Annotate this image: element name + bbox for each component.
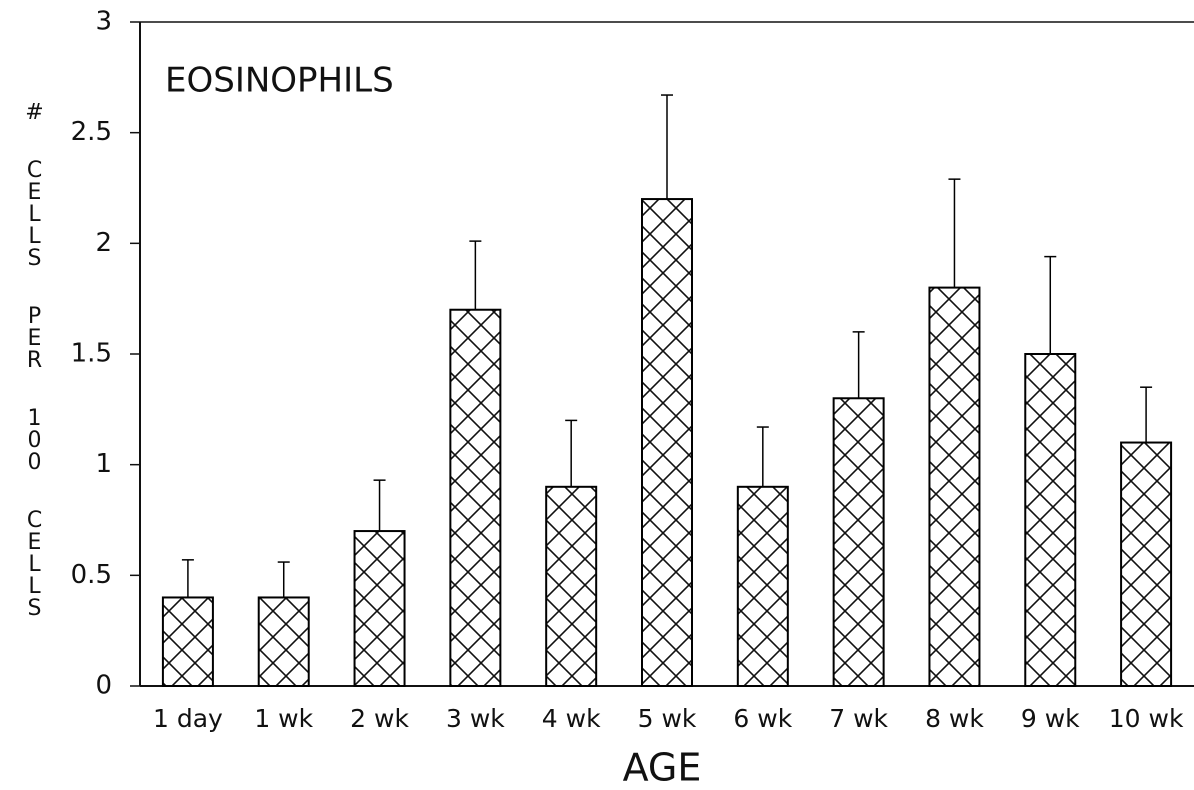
x-tick-label: 8 wk: [925, 704, 984, 733]
x-tick-label: 5 wk: [638, 704, 697, 733]
y-axis-label: # CELLS PER 100 CELLS: [22, 100, 47, 618]
bar: [641, 198, 693, 687]
bar: [257, 596, 310, 688]
y-tick-label: 1: [95, 449, 112, 479]
x-tick-label: 1 day: [153, 704, 223, 733]
bar: [1024, 353, 1077, 687]
x-tick-label: 2 wk: [350, 704, 409, 733]
x-tick-label: 1 wk: [254, 704, 313, 733]
bar: [161, 596, 214, 688]
bar: [449, 308, 502, 687]
y-tick-label: 0: [95, 671, 112, 701]
y-tick-label: 2.5: [71, 117, 112, 147]
y-tick-label: 3: [95, 7, 112, 37]
x-tick-label: 9 wk: [1021, 704, 1080, 733]
x-tick-label: 10 wk: [1109, 704, 1184, 733]
x-tick-label: 6 wk: [733, 704, 792, 733]
bar: [1120, 441, 1173, 687]
y-tick-label: 2: [95, 228, 112, 258]
y-tick-label: 0.5: [71, 560, 112, 590]
bar: [928, 286, 981, 687]
x-tick-label: 4 wk: [542, 704, 601, 733]
bar: [353, 530, 406, 687]
x-tick-label: 7 wk: [829, 704, 888, 733]
bar: [545, 485, 598, 687]
x-axis-label: AGE: [623, 746, 702, 787]
chart-title: EOSINOPHILS: [165, 61, 394, 101]
bar: [832, 397, 885, 687]
y-tick-label: 1.5: [71, 339, 112, 369]
bar: [736, 485, 789, 687]
x-tick-label: 3 wk: [446, 704, 505, 733]
